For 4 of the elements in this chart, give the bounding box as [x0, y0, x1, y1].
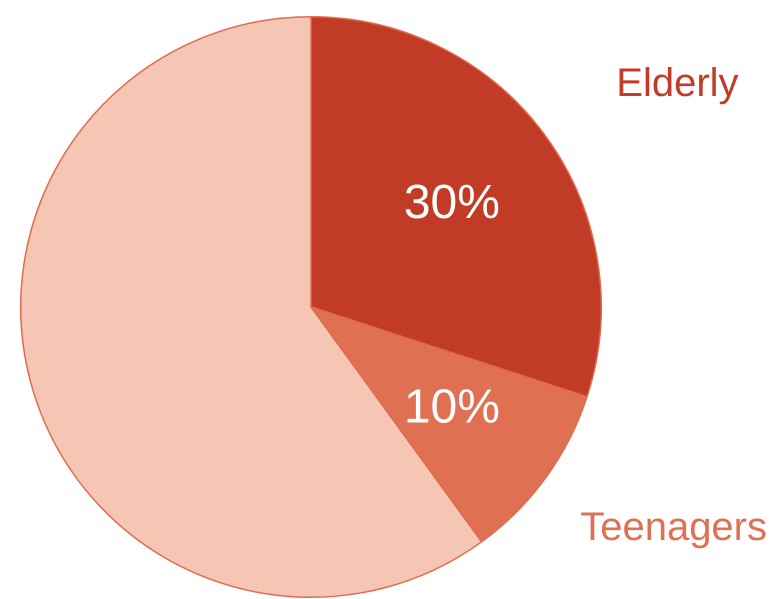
- slice-label: Elderly: [616, 61, 739, 106]
- data-label: 10%: [404, 380, 500, 434]
- data-label: 30%: [404, 176, 500, 229]
- slice-label: Teenagers: [580, 504, 767, 549]
